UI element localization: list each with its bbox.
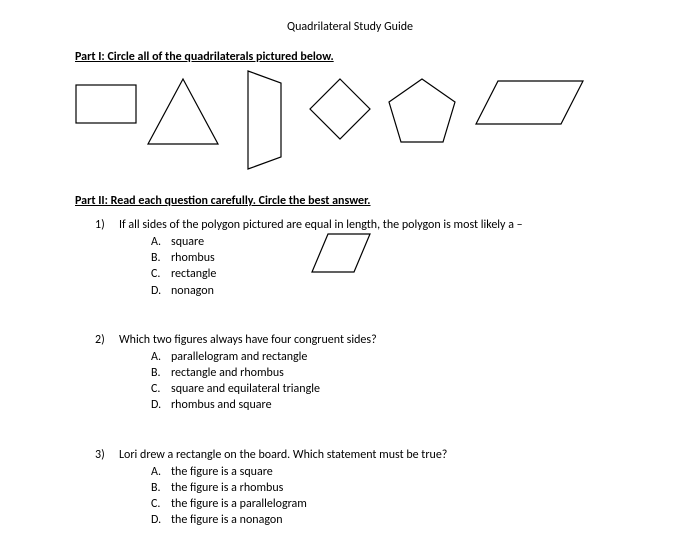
option-d: D.the figure is a nonagon — [151, 512, 625, 528]
question-3: 3) Lori drew a rectangle on the board. W… — [95, 448, 625, 529]
question-2: 2) Which two figures always have four co… — [95, 333, 625, 414]
page-title: Quadrilateral Study Guide — [75, 20, 625, 34]
question-1: 1) If all sides of the polygon pictured … — [95, 218, 625, 299]
shapes-row — [75, 74, 625, 184]
question-text: If all sides of the polygon pictured are… — [119, 218, 523, 232]
option-a: A.parallelogram and rectangle — [151, 349, 625, 365]
question-text: Which two figures always have four congr… — [119, 333, 377, 347]
question-number: 2) — [95, 333, 119, 347]
part-1-heading: Part I: Circle all of the quadrilaterals… — [75, 50, 625, 64]
shape-diamond — [305, 74, 375, 144]
option-d: D.nonagon — [151, 283, 625, 299]
question-number: 3) — [95, 448, 119, 462]
question-text: Lori drew a rectangle on the board. Whic… — [119, 448, 447, 462]
part-2-heading: Part II: Read each question carefully. C… — [75, 194, 625, 208]
shape-rectangle — [75, 84, 137, 124]
option-a: A.the figure is a square — [151, 464, 625, 480]
option-b: B.rectangle and rhombus — [151, 365, 625, 381]
option-a: A.square — [151, 234, 625, 250]
option-c: C.the figure is a parallelogram — [151, 496, 625, 512]
shape-irregular-quad — [243, 69, 288, 174]
option-b: B.the figure is a rhombus — [151, 480, 625, 496]
shape-parallelogram — [473, 76, 588, 131]
shape-triangle — [143, 74, 223, 149]
option-c: C.square and equilateral triangle — [151, 381, 625, 397]
question-number: 1) — [95, 218, 119, 232]
option-b: B.rhombus — [151, 250, 625, 266]
q1-figure — [310, 232, 374, 280]
shape-pentagon — [385, 74, 460, 149]
option-c: C.rectangle — [151, 266, 625, 282]
option-d: D.rhombus and square — [151, 397, 625, 413]
